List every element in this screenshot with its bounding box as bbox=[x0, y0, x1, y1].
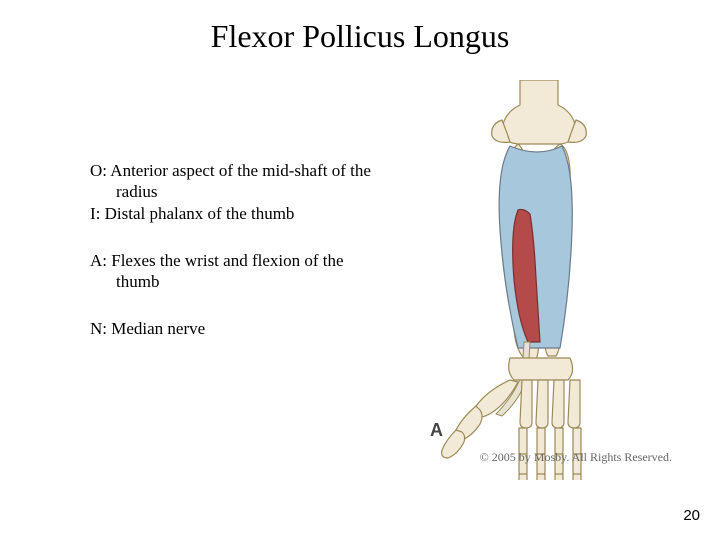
slide-title: Flexor Pollicus Longus bbox=[0, 0, 720, 55]
forearm-illustration bbox=[410, 80, 670, 480]
panel-label: A bbox=[430, 420, 443, 441]
nerve-line: N: Median nerve bbox=[90, 318, 390, 339]
insertion-line: I: Distal phalanx of the thumb bbox=[90, 203, 390, 224]
page-number: 20 bbox=[683, 507, 700, 524]
copyright-text: © 2005 by Mosby. All Rights Reserved. bbox=[480, 450, 672, 465]
oian-text-block: O: Anterior aspect of the mid-shaft of t… bbox=[90, 160, 390, 366]
action-line: A: Flexes the wrist and flexion of the t… bbox=[90, 250, 390, 293]
origin-line: O: Anterior aspect of the mid-shaft of t… bbox=[90, 160, 390, 203]
